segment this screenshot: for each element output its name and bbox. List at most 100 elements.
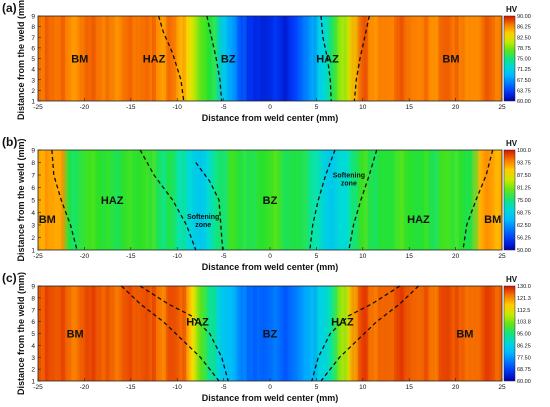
heatmap-streak xyxy=(343,16,348,101)
colorbar-tick-label: 112.5 xyxy=(517,308,530,314)
x-tick-label: 5 xyxy=(315,104,319,111)
heatmap-streak xyxy=(162,286,167,381)
colorbar-tick-label: 87.50 xyxy=(517,173,531,179)
heatmap-streak xyxy=(91,286,96,381)
zone-boundary-line xyxy=(311,285,401,382)
colorbar-tick-label: 71.25 xyxy=(517,67,531,73)
x-tick-label: 15 xyxy=(406,104,414,111)
colorbar-tick-label: 93.75 xyxy=(517,161,531,167)
heatmap-streak xyxy=(414,286,419,381)
zone-boundary-line xyxy=(206,15,223,102)
heatmap-streak xyxy=(162,150,167,250)
heatmap-streak xyxy=(222,286,227,381)
y-tick-label: 3 xyxy=(31,355,35,362)
heatmap-streak xyxy=(303,150,308,250)
heatmap-streak xyxy=(51,286,56,381)
region-label: BZ xyxy=(263,195,278,207)
heatmap-streak xyxy=(323,286,328,381)
heatmap-streak xyxy=(41,286,46,381)
heatmap-streak xyxy=(141,150,146,250)
heatmap-streak xyxy=(293,16,298,101)
heatmap-field xyxy=(38,150,502,250)
heatmap-streak xyxy=(373,16,378,101)
x-tick-label: 5 xyxy=(315,384,319,391)
heatmap-streak xyxy=(434,286,439,381)
x-tick-label: -20 xyxy=(80,384,90,391)
heatmap-streak xyxy=(192,150,197,250)
y-tick-label: 6 xyxy=(31,185,35,192)
heatmap-streak xyxy=(283,16,288,101)
y-tick-label: 8 xyxy=(31,160,35,167)
colorbar-tick-label: 95.00 xyxy=(517,332,531,338)
x-tick-label: -25 xyxy=(33,104,43,111)
colorbar xyxy=(503,285,516,382)
colorbar-tick-label: 60.00 xyxy=(517,99,531,105)
heatmap-streak xyxy=(273,150,278,250)
heatmap-streak xyxy=(242,286,247,381)
heatmap-streak xyxy=(363,16,368,101)
heatmap-streak xyxy=(384,150,388,250)
heatmap-streak xyxy=(323,16,328,101)
x-axis-label: Distance from weld center (mm) xyxy=(202,393,339,403)
heatmap-streak xyxy=(121,16,126,101)
colorbar-tick-label: 75.00 xyxy=(517,57,531,63)
colorbar xyxy=(503,149,516,251)
y-axis-label: Distance from the weld (mm) xyxy=(16,138,26,261)
heatmap-streak xyxy=(252,286,257,381)
heatmap-streak xyxy=(212,150,217,250)
heatmap-streak xyxy=(394,16,399,101)
colorbar-title: HV xyxy=(506,139,518,148)
heatmap-streak xyxy=(313,16,318,101)
y-tick-label: 4 xyxy=(31,343,35,350)
colorbar-tick-label: 63.75 xyxy=(517,88,531,94)
x-tick-label: -25 xyxy=(33,253,43,260)
colorbar-tick-label: 86.25 xyxy=(517,25,531,31)
x-axis-label: Distance from weld center (mm) xyxy=(202,262,339,272)
y-tick-label: 2 xyxy=(31,235,35,242)
heatmap-streak xyxy=(394,150,399,250)
zone-boundary-line xyxy=(353,15,370,102)
heatmap-streak xyxy=(273,16,278,101)
y-tick-label: 7 xyxy=(31,173,35,180)
x-tick-label: 15 xyxy=(406,384,414,391)
heatmap-streak xyxy=(51,16,56,101)
x-tick-label: 0 xyxy=(268,104,272,111)
y-tick-label: 4 xyxy=(31,67,35,74)
heatmap-streak xyxy=(81,150,86,250)
chart-panel: BM HAZ BZ HAZ BM 1 2 3 4 5 6 7 8 9 -25 -20 -15 -10 -5 0 5 10 1… xyxy=(2,271,531,403)
heatmap-streak xyxy=(111,150,116,250)
heatmap-streak xyxy=(242,150,247,250)
region-label: BM xyxy=(67,329,84,341)
region-label: BZ xyxy=(221,54,236,66)
x-tick-label: -15 xyxy=(126,104,136,111)
colorbar-tick-label: 121.3 xyxy=(517,296,531,302)
heatmap-streak xyxy=(91,150,96,250)
colorbar-tick-label: 100.0 xyxy=(517,148,531,154)
heatmap-streak xyxy=(434,16,439,101)
heatmap-streak xyxy=(464,150,469,250)
heatmap-streak xyxy=(41,16,46,101)
heatmap-streak xyxy=(303,286,308,381)
y-tick-label: 8 xyxy=(31,295,35,302)
y-tick-label: 5 xyxy=(31,56,35,63)
x-tick-label: 25 xyxy=(498,384,506,391)
region-label: BM xyxy=(484,214,501,226)
heatmap-streak xyxy=(131,286,136,381)
y-tick-label: 1 xyxy=(31,379,35,386)
heatmap-streak xyxy=(202,150,207,250)
heatmap-streak xyxy=(494,16,499,101)
colorbar-tick-label: 50.00 xyxy=(517,248,531,254)
heatmap-streak xyxy=(424,150,429,250)
heatmap-streak xyxy=(323,150,328,250)
colorbar-title: HV xyxy=(506,5,518,14)
y-tick-label: 4 xyxy=(31,210,35,217)
x-tick-label: -5 xyxy=(221,104,227,111)
heatmap-streak xyxy=(333,16,338,101)
region-label: BM xyxy=(71,54,88,66)
heatmap-streak xyxy=(262,150,267,250)
colorbar-tick-label: 62.50 xyxy=(517,223,531,229)
heatmap-streak xyxy=(111,16,116,101)
colorbar-tick-label: 82.50 xyxy=(517,35,531,41)
y-tick-label: 2 xyxy=(31,88,35,95)
colorbar-title: HV xyxy=(506,275,518,284)
